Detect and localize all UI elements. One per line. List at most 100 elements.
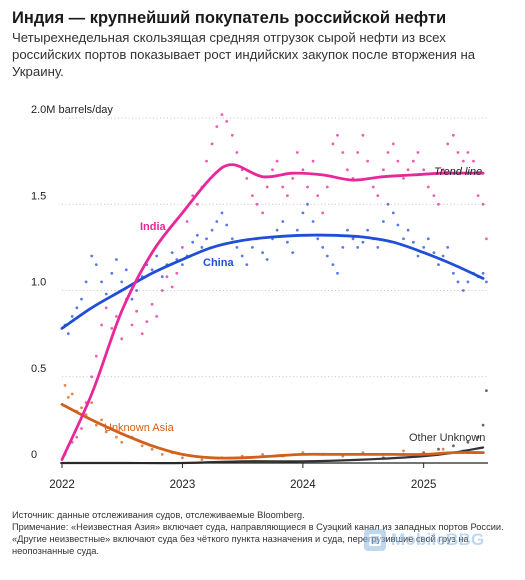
source-note: Источник: данные отслеживания судов, отс… [12,510,305,520]
india-point [426,185,430,189]
china-point [341,246,345,249]
india-point [255,202,259,206]
unknown-asia-point [120,440,124,444]
x-tick-label: 2023 [170,479,196,491]
china-point [84,280,88,284]
china-point [235,246,239,249]
chart-subtitle: Четырехнедельная скользящая средняя отгр… [12,30,476,79]
trend-lines [60,163,485,465]
unknown-asia-point [104,430,108,434]
china-point [351,237,355,241]
china-point [311,220,315,223]
y-tick-label: 1.5 [31,190,46,202]
china-point [456,280,460,284]
india-point [336,133,339,137]
unknown-asia-point [261,453,264,456]
y-tick-label: 0.5 [31,363,46,375]
china-point [346,228,349,232]
china-point [306,202,309,206]
watermark: MobileBBG [364,528,484,552]
china-point [382,220,385,223]
china-point [210,228,214,232]
china-point [466,280,470,284]
india-point [181,246,184,249]
x-tick-label: 2025 [411,479,437,491]
china-point [115,258,118,261]
china-point [70,315,74,318]
india-point [185,220,189,223]
china-point [245,263,249,266]
china-point [286,240,289,244]
india-point [437,202,440,206]
india-point [386,151,390,154]
china-point [485,280,488,284]
china-point [230,237,234,241]
unknown-asia-point [140,444,144,448]
china-point [66,332,70,335]
india-point [90,375,94,379]
china-point [261,251,264,255]
india-point [215,125,219,128]
china-point [452,271,455,275]
china-trend-line [60,233,485,330]
india-point [160,289,164,292]
china-point [321,246,325,249]
india-point [205,159,208,163]
china-point [191,240,195,244]
china-point [432,251,436,255]
china-point [481,271,485,275]
unknown-asia-point [160,453,164,456]
india-label: India [140,221,167,233]
trend-line-label: Trend line [434,166,482,178]
india-point [306,185,309,189]
china-point [150,268,154,272]
india-point [230,133,234,137]
india-point [110,327,114,330]
unknown-asia-point [115,435,118,439]
india-point [485,237,488,241]
china-point [135,289,139,292]
india-point [452,133,455,137]
china-point [406,228,410,232]
unknown-asia-point [94,423,98,427]
china-point [155,254,159,258]
definition-note: Примечание: «Неизвестная Азия» включает … [12,522,504,556]
india-point [376,194,380,198]
china-point [396,223,400,227]
india-point [382,168,385,172]
china-point [376,246,380,249]
china-point [402,237,405,241]
other-unknown-label: Other Unknown [409,432,485,444]
other-unknown-point [452,444,455,448]
india-point [361,133,365,137]
china-point [90,254,94,258]
india-point [225,120,229,123]
other-unknown-point [466,440,470,444]
india-point [391,142,395,146]
india-point [456,151,460,154]
china-point [130,297,134,301]
china-point [446,246,450,249]
x-tick-label: 2022 [49,479,75,491]
india-point [281,185,285,189]
india-point [371,185,375,189]
china-point [215,220,219,223]
india-point [100,323,103,327]
unknown-asia-point [181,456,184,460]
india-point [195,202,199,206]
china-point [181,263,184,266]
india-point [461,159,465,163]
y-tick-label: 2.0M barrels/day [31,104,113,116]
india-point [104,306,108,310]
china-point [80,297,83,301]
unknown-asia-point [80,406,83,410]
india-point [80,427,83,430]
india-point [396,159,400,163]
india-point [115,315,118,318]
china-point [265,258,269,261]
india-point [261,211,264,215]
india-point [416,151,420,154]
china-point [120,280,124,284]
india-point [235,151,239,154]
china-point [291,251,295,255]
